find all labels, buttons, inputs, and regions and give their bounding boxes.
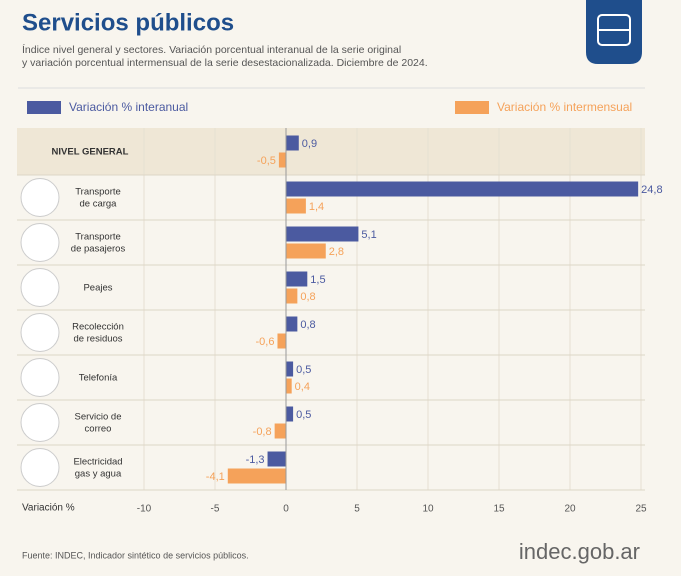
legend-swatch xyxy=(455,101,489,114)
value-label: -4,1 xyxy=(206,471,225,483)
value-label: 5,1 xyxy=(361,229,376,241)
x-tick-label: 25 xyxy=(635,504,647,515)
category-label-line: de residuos xyxy=(73,333,122,344)
category-label-line: Recolección xyxy=(72,321,124,332)
bar xyxy=(286,316,298,332)
category-icon xyxy=(20,403,60,442)
x-tick-label: 15 xyxy=(493,504,505,515)
value-label: -0,5 xyxy=(257,155,276,167)
bar xyxy=(286,198,306,214)
category-label-line: gas y agua xyxy=(75,468,122,479)
bar xyxy=(286,361,294,377)
value-label: -1,3 xyxy=(246,454,265,466)
value-label: 1,4 xyxy=(309,201,324,213)
legend-label: Variación % interanual xyxy=(69,100,188,114)
category-label-line: NIVEL GENERAL xyxy=(52,146,129,157)
category-icon xyxy=(20,178,60,217)
value-label: 0,5 xyxy=(296,364,311,376)
value-label: 0,9 xyxy=(302,138,317,150)
chart-title: Servicios públicos xyxy=(22,9,234,36)
value-label: 0,8 xyxy=(300,319,315,331)
bar xyxy=(286,378,292,394)
value-label: 0,8 xyxy=(300,291,315,303)
value-label: 1,5 xyxy=(310,274,325,286)
category-icon xyxy=(20,313,60,352)
value-label: 0,4 xyxy=(295,381,310,393)
category-label: Telefonía xyxy=(79,372,118,383)
bar xyxy=(286,181,639,197)
bar xyxy=(286,226,359,242)
value-label: 0,5 xyxy=(296,409,311,421)
value-label: 24,8 xyxy=(641,184,662,196)
category-label: NIVEL GENERAL xyxy=(52,146,129,157)
bar xyxy=(277,333,286,349)
bar xyxy=(286,243,326,259)
source: Fuente: INDEC, Indicador sintético de se… xyxy=(22,550,249,560)
category-label: Electricidad gas y agua xyxy=(73,456,122,479)
bar xyxy=(278,152,286,168)
x-tick-label: -10 xyxy=(137,504,152,515)
bar xyxy=(286,135,299,151)
legend-swatch xyxy=(27,101,61,114)
subtitle: Índice nivel general y sectores. Variaci… xyxy=(22,43,401,56)
category-label-line: Electricidad xyxy=(73,456,122,467)
category-icon xyxy=(20,223,60,262)
category-icon xyxy=(20,358,60,397)
value-label: -0,6 xyxy=(256,336,275,348)
category-label: Servicio de correo xyxy=(75,411,122,434)
x-tick-label: 20 xyxy=(564,504,576,515)
bar xyxy=(286,271,308,287)
category-label-line: de carga xyxy=(80,198,118,209)
category-label-line: Transporte xyxy=(75,231,121,242)
category-label: Peajes xyxy=(83,282,112,293)
category-label: Transporte de carga xyxy=(75,186,121,209)
category-label-line: correo xyxy=(85,423,112,434)
legend-label: Variación % intermensual xyxy=(497,100,632,114)
header-badge xyxy=(586,0,642,64)
category-label-line: de pasajeros xyxy=(71,243,126,254)
category-icon xyxy=(20,448,60,487)
value-label: 2,8 xyxy=(329,246,344,258)
value-label: -0,8 xyxy=(253,426,272,438)
bar xyxy=(227,468,286,484)
category-icon xyxy=(20,268,60,307)
x-tick-label: 10 xyxy=(422,504,434,515)
bar xyxy=(274,423,286,439)
bar xyxy=(286,406,294,422)
category-label: Recolección de residuos xyxy=(72,321,124,344)
bar xyxy=(267,451,286,467)
category-label-line: Peajes xyxy=(83,282,112,293)
subtitle: y variación porcentual intermensual de l… xyxy=(22,57,428,69)
x-tick-label: -5 xyxy=(211,504,220,515)
x-tick-label: 5 xyxy=(354,504,360,515)
logo: indec.gob.ar xyxy=(519,539,640,564)
category-label-line: Transporte xyxy=(75,186,121,197)
category-label: Transporte de pasajeros xyxy=(71,231,126,254)
bar xyxy=(286,288,298,304)
x-axis-label: Variación % xyxy=(22,503,75,514)
category-label-line: Telefonía xyxy=(79,372,118,383)
highlight-row xyxy=(17,128,645,175)
category-label-line: Servicio de xyxy=(75,411,122,422)
x-tick-label: 0 xyxy=(283,504,289,515)
